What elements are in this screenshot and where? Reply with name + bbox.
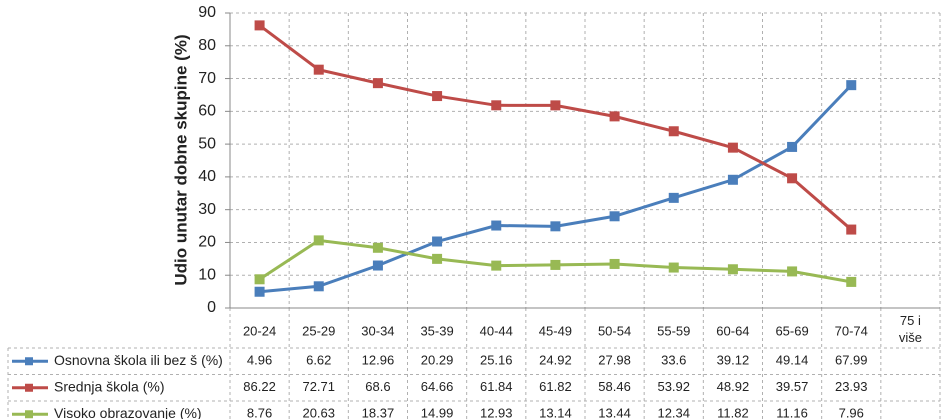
x-tick-label: 50-54: [598, 323, 631, 338]
table-cell: 64.66: [421, 379, 454, 394]
point: [550, 221, 561, 232]
table-cell: 24.92: [539, 353, 572, 368]
point: [609, 211, 620, 222]
y-tick-label: 20: [198, 234, 216, 251]
y-axis-label: Udio unutar dobne skupine (%): [171, 34, 190, 285]
table-cell: 25.16: [480, 353, 513, 368]
point: [254, 286, 265, 297]
table-cell: 61.82: [539, 379, 572, 394]
y-tick-label: 30: [198, 201, 216, 218]
point: [727, 174, 738, 185]
table-cell: 33.6: [661, 353, 686, 368]
point: [668, 126, 679, 137]
point: [727, 264, 738, 275]
table-cell: 14.99: [421, 406, 454, 419]
table-cell: 39.57: [776, 379, 809, 394]
table-cell: 58.46: [598, 379, 631, 394]
table-cell: 4.96: [247, 353, 272, 368]
point: [254, 274, 265, 285]
point: [432, 91, 443, 102]
x-tick-label: 35-39: [420, 323, 453, 338]
x-tick-label: 75 i više: [899, 313, 922, 345]
point: [787, 173, 798, 184]
y-tick-label: 10: [198, 266, 216, 283]
table-cell: 27.98: [598, 353, 631, 368]
point: [313, 235, 324, 246]
table-cell: 86.22: [243, 379, 276, 394]
point: [491, 220, 502, 231]
legend-label: Srednja škola (%): [54, 378, 165, 394]
table-cell: 49.14: [776, 353, 809, 368]
y-tick-label: 50: [198, 135, 216, 152]
point: [313, 281, 324, 292]
point: [372, 260, 383, 271]
table-cell: 7.96: [839, 406, 864, 419]
table-cell: 13.44: [598, 406, 631, 419]
point: [846, 224, 857, 235]
legend-label: Visoko obrazovanje (%): [54, 405, 202, 419]
x-tick-label: 40-44: [480, 323, 513, 338]
table-cell: 18.37: [362, 406, 395, 419]
table-cell: 8.76: [247, 406, 272, 419]
point: [313, 64, 324, 75]
point: [787, 266, 798, 277]
y-tick-label: 80: [198, 37, 216, 54]
table-cell: 12.96: [362, 353, 395, 368]
point: [668, 192, 679, 203]
table-cell: 13.14: [539, 406, 572, 419]
table-cell: 48.92: [717, 379, 750, 394]
x-tick-label: 30-34: [361, 323, 394, 338]
table-cell: 20.29: [421, 353, 454, 368]
y-tick-label: 70: [198, 70, 216, 87]
table-cell: 72.71: [302, 379, 335, 394]
table-cell: 12.34: [657, 406, 690, 419]
table-cell: 39.12: [717, 353, 750, 368]
x-tick-label: 65-69: [775, 323, 808, 338]
point: [550, 100, 561, 111]
legend-label: Osnovna škola ili bez š (%): [54, 352, 223, 368]
point: [432, 236, 443, 247]
point: [668, 262, 679, 273]
y-tick-label: 60: [198, 103, 216, 120]
point: [846, 80, 857, 91]
x-tick-label: 60-64: [716, 323, 749, 338]
table-cell: 20.63: [302, 406, 335, 419]
legend-swatch: [25, 383, 33, 392]
point: [372, 78, 383, 89]
x-tick-label: 55-59: [657, 323, 690, 338]
table-cell: 68.6: [365, 379, 390, 394]
point: [432, 253, 443, 264]
x-tick-label: 70-74: [835, 323, 868, 338]
legend-swatch: [25, 410, 33, 419]
table-cell: 61.84: [480, 379, 513, 394]
y-tick-label: 90: [198, 4, 216, 21]
point: [846, 276, 857, 287]
table-cell: 12.93: [480, 406, 513, 419]
table-cell: 53.92: [657, 379, 690, 394]
legend-swatch: [25, 357, 33, 366]
table-cell: 11.82: [717, 406, 749, 419]
point: [550, 259, 561, 270]
table-cell: 6.62: [306, 353, 331, 368]
table-cell: 11.16: [776, 406, 808, 419]
point: [787, 141, 798, 152]
point: [727, 142, 738, 153]
table-cell: 67.99: [835, 353, 868, 368]
point: [372, 242, 383, 253]
point: [491, 100, 502, 111]
y-tick-label: 0: [207, 299, 216, 316]
x-tick-label: 20-24: [243, 323, 276, 338]
y-tick-label: 40: [198, 168, 216, 185]
table-cell: 23.93: [835, 379, 868, 394]
x-tick-label: 25-29: [302, 323, 335, 338]
x-tick-label: 45-49: [539, 323, 572, 338]
point: [609, 258, 620, 269]
point: [254, 20, 265, 31]
point: [609, 111, 620, 122]
point: [491, 260, 502, 271]
